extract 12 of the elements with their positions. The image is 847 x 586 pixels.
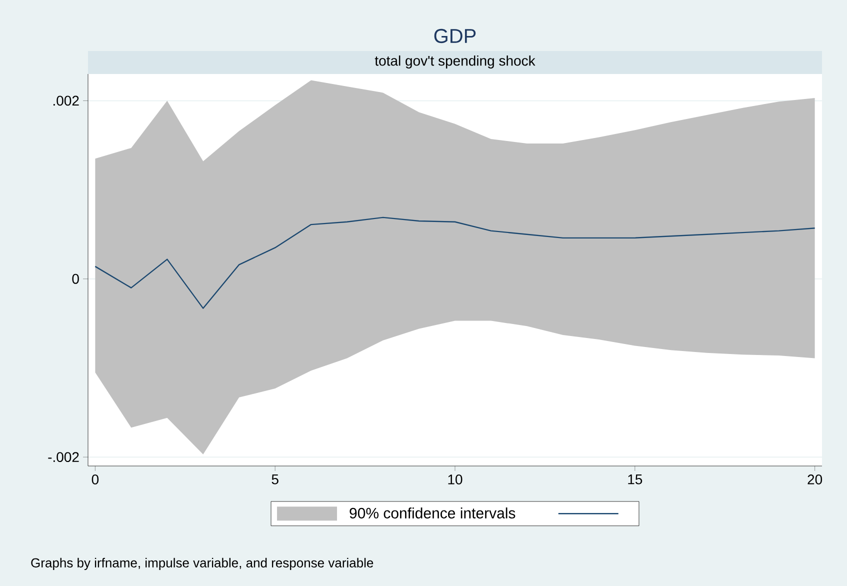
chart-title: GDP: [434, 28, 476, 44]
y-tick-label: 0: [72, 274, 79, 284]
y-tick-label: .002: [54, 96, 79, 106]
x-tick-label: 10: [448, 474, 462, 484]
text: 90% confidence intervals: [350, 507, 516, 518]
x-tick-label: 5: [272, 474, 278, 484]
chart-subtitle: total gov't spending shock: [374, 55, 536, 69]
x-tick-label: 20: [808, 474, 822, 484]
x-tick-label: 15: [628, 474, 642, 484]
text: Graphs by irfname, impulse variable, and response variable: [31, 558, 374, 570]
y-tick-label: -.002: [48, 452, 79, 462]
x-tick-label: 0: [92, 474, 99, 484]
